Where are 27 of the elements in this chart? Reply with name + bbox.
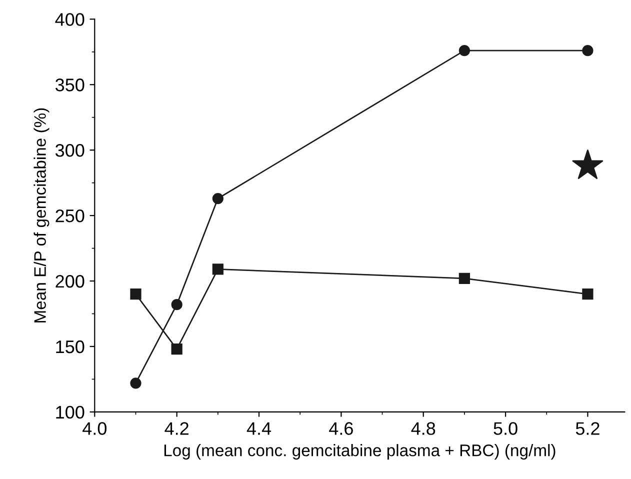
point <box>458 272 470 284</box>
point <box>212 192 224 204</box>
y-tick-label: 100 <box>56 406 84 419</box>
x-tick-label: 4.8 <box>411 422 436 435</box>
x-tick-label: 5.0 <box>494 422 518 435</box>
x-tick-label: 4.0 <box>82 422 106 435</box>
point <box>171 344 182 355</box>
y-tick-label: 300 <box>55 144 84 157</box>
point <box>582 45 594 56</box>
point <box>130 378 142 389</box>
point <box>171 299 182 310</box>
point <box>458 45 470 56</box>
point <box>212 264 224 275</box>
x-tick-label: 4.2 <box>164 422 188 435</box>
y-tick-label: 150 <box>56 340 84 354</box>
point <box>130 288 142 300</box>
x-axis-title: Log (mean conc. gemcitabine plasma + RBC) (ng/ml) <box>164 444 556 460</box>
y-tick-label: 350 <box>55 78 84 92</box>
y-tick-label: 400 <box>55 13 84 26</box>
x-tick-label: 4.6 <box>329 422 353 435</box>
x-tick-label: 4.4 <box>246 422 272 435</box>
x-tick-label: 5.2 <box>576 422 600 435</box>
y-axis-title: Mean E/P of gemcitabine (%) <box>34 108 50 322</box>
point <box>582 288 594 300</box>
point <box>572 150 604 180</box>
y-tick-label: 250 <box>56 209 84 222</box>
y-tick-label: 200 <box>56 274 84 288</box>
